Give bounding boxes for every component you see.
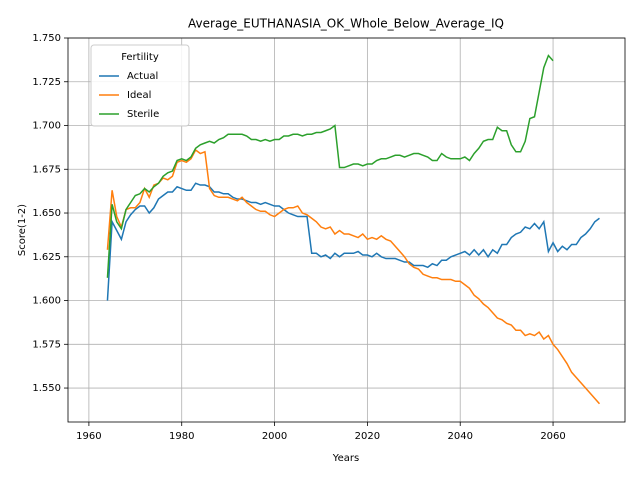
x-tick-label: 2020 xyxy=(355,431,380,442)
x-tick-label: 1980 xyxy=(169,431,194,442)
y-tick-label: 1.725 xyxy=(32,77,61,88)
x-tick-label: 2000 xyxy=(262,431,287,442)
y-axis-label: Score(1-2) xyxy=(17,204,28,256)
series-line xyxy=(106,148,601,405)
y-tick-label: 1.575 xyxy=(32,339,61,350)
legend-box xyxy=(90,44,190,127)
x-axis-label: Years xyxy=(332,453,359,464)
y-tick-label: 1.550 xyxy=(32,383,61,394)
y-tick-label: 1.750 xyxy=(32,33,61,44)
legend-title: Fertility xyxy=(121,52,159,63)
series-line xyxy=(106,54,554,278)
plot-frame xyxy=(67,37,626,423)
legend-label: Sterile xyxy=(127,109,159,120)
y-tick-label: 1.650 xyxy=(32,208,61,219)
x-tick-label: 2060 xyxy=(540,431,565,442)
y-tick-label: 1.675 xyxy=(32,164,61,175)
x-tick-label: 1960 xyxy=(76,431,101,442)
legend-label: Actual xyxy=(127,71,158,82)
y-tick-label: 1.625 xyxy=(32,252,61,263)
legend-label: Ideal xyxy=(127,90,151,101)
series-line xyxy=(106,182,600,301)
x-tick-label: 2040 xyxy=(447,431,472,442)
y-tick-label: 1.600 xyxy=(32,296,61,307)
y-tick-label: 1.700 xyxy=(32,121,61,132)
chart-title: Average_EUTHANASIA_OK_Whole_Below_Averag… xyxy=(188,17,504,31)
